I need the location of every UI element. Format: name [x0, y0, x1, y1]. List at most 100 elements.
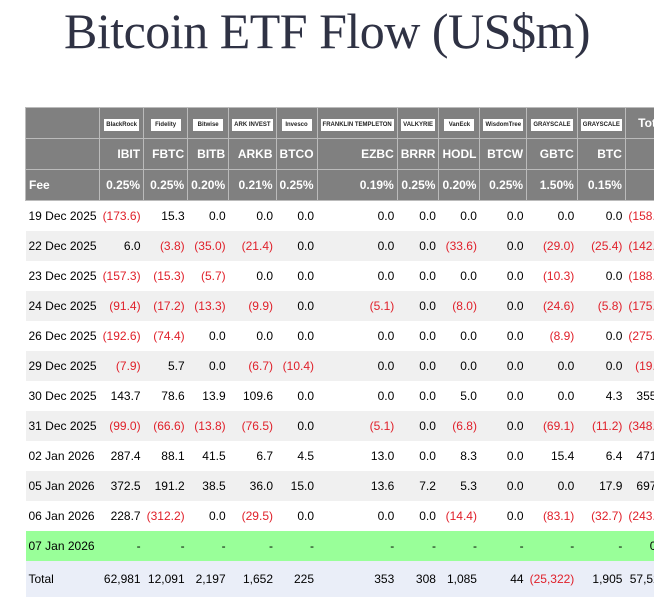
- flow-value: (8.0): [438, 291, 480, 321]
- flow-value: 1,652: [228, 561, 276, 597]
- table-row: 30 Dec 2025 143.7 78.6 13.9 109.6 0.0 0.0 0.0 5.…: [26, 381, 654, 411]
- flow-value: 0.0: [276, 231, 318, 261]
- table-row: 19 Dec 2025 (173.6) 15.3 0.0 0.0 0.0 0.0 0.0 0.0…: [26, 201, 654, 232]
- fee-value: 0.20%: [438, 169, 481, 201]
- flow-value: 0.0: [297, 269, 315, 283]
- flow-value: (35.0): [187, 231, 229, 261]
- table-row: 06 Jan 2026 228.7 (312.2) 0.0 (29.5) 0.0 0.0 0.…: [26, 501, 654, 531]
- flow-value: (15.3): [153, 269, 185, 283]
- flow-value: -: [438, 531, 480, 561]
- flow-value: 0.0: [526, 351, 578, 381]
- etf-flow-table: BlackRock Fidelity Bitwise ARK INVEST Invesc…: [24, 107, 654, 597]
- ticker-header: ARKB: [228, 138, 277, 170]
- flow-value: 0.0: [605, 269, 623, 283]
- fund-logo: GRAYSCALE: [531, 119, 573, 131]
- flow-value: (312.2): [146, 509, 185, 523]
- fee-value: 0.25%: [99, 169, 145, 201]
- flow-value: 0.0: [479, 351, 527, 381]
- flow-value: 1,905: [577, 561, 626, 597]
- flow-value: 0.0: [208, 329, 226, 343]
- flow-value: (10.4): [276, 351, 318, 381]
- flow-value: (3.8): [143, 231, 188, 261]
- flow-value: 17.9: [577, 471, 626, 501]
- flow-value: (91.4): [99, 291, 144, 321]
- flow-value: 0.0: [506, 329, 524, 343]
- flow-value: (74.4): [153, 329, 185, 343]
- flow-value: 7.2: [397, 471, 439, 501]
- row-date: 05 Jan 2026: [25, 471, 100, 501]
- flow-value: -: [397, 531, 439, 561]
- flow-value: 0.0: [605, 329, 623, 343]
- flow-value: (6.8): [438, 411, 480, 441]
- flow-value: 308: [397, 561, 439, 597]
- flow-value: (24.6): [526, 291, 578, 321]
- flow-value: 109.6: [242, 389, 273, 403]
- flow-value: 0.0: [419, 209, 436, 223]
- table-row: 23 Dec 2025 (157.3) (15.3) (5.7) 0.0 0.0 0.0 0.…: [26, 261, 654, 291]
- flow-value: 191.2: [143, 471, 188, 501]
- logo-cell: VALKYRIE: [396, 107, 440, 139]
- flow-value: 0.0: [377, 509, 395, 523]
- flow-value: (173.6): [102, 209, 141, 223]
- flow-value: 0.0: [479, 471, 527, 501]
- flow-value: (25.4): [577, 231, 626, 261]
- flow-value: (83.1): [542, 509, 575, 523]
- flow-value: 0.0: [377, 329, 395, 343]
- flow-value: (9.9): [228, 291, 276, 321]
- flow-value: (157.3): [102, 269, 141, 283]
- flow-value: 5.7: [143, 351, 188, 381]
- row-date: 24 Dec 2025: [25, 291, 100, 321]
- fund-logo: WisdomTree: [483, 119, 524, 131]
- flow-value: 13.9: [202, 389, 226, 403]
- flow-value: 0.0: [506, 389, 524, 403]
- flow-value: -: [143, 531, 188, 561]
- flow-value: 15.3: [161, 209, 185, 223]
- row-date: 06 Jan 2026: [28, 509, 95, 523]
- flow-value: (348.1): [625, 411, 654, 441]
- flow-value: 353: [317, 561, 398, 597]
- total-header: Total: [624, 107, 654, 139]
- logo-row: BlackRock Fidelity Bitwise ARK INVEST Invesc…: [24, 107, 654, 139]
- ticker-header: BRRR: [396, 138, 440, 170]
- flow-value: (21.4): [228, 231, 276, 261]
- flow-value: -: [228, 531, 276, 561]
- flow-value: 0.0: [625, 531, 654, 561]
- flow-value: 0.0: [479, 411, 527, 441]
- flow-value: 143.7: [110, 389, 141, 403]
- flow-value: -: [479, 531, 527, 561]
- flow-value: 0.0: [256, 209, 273, 223]
- flow-value: 38.5: [187, 471, 229, 501]
- fund-logo: GRAYSCALE: [580, 119, 622, 131]
- flow-value: (25,322): [526, 561, 578, 597]
- fund-logo: Invesco: [281, 119, 312, 131]
- flow-value: -: [99, 531, 144, 561]
- ticker-header: IBIT: [99, 138, 145, 170]
- fund-logo: BlackRock: [104, 119, 139, 131]
- flow-value: 5.0: [460, 389, 477, 403]
- flow-value: 0.0: [605, 209, 623, 223]
- flow-value: 225: [276, 561, 318, 597]
- row-date: 29 Dec 2025: [25, 351, 100, 381]
- flow-value: (99.0): [99, 411, 144, 441]
- flow-value: 0.0: [460, 329, 477, 343]
- logo-cell: VanEck: [438, 107, 481, 139]
- flow-value: 8.3: [460, 449, 477, 463]
- flow-value: (6.7): [228, 351, 276, 381]
- flow-value: 0.0: [256, 269, 273, 283]
- fund-logo: ARK INVEST: [232, 119, 273, 131]
- flow-value: 0.0: [557, 209, 575, 223]
- flow-value: (29.0): [526, 231, 578, 261]
- flow-value: 44: [479, 561, 527, 597]
- flow-value: 0.0: [557, 389, 575, 403]
- page-title: Bitcoin ETF Flow (US$m): [63, 3, 591, 59]
- fund-logo: Fidelity: [150, 119, 181, 131]
- flow-value: 0.0: [460, 269, 477, 283]
- flow-value: 0.0: [506, 449, 524, 463]
- flow-value: 6.0: [99, 231, 144, 261]
- flow-value: 0.0: [419, 329, 436, 343]
- flow-value: -: [276, 531, 318, 561]
- flow-value: 57,520: [625, 561, 654, 597]
- flow-value: (5.1): [317, 411, 398, 441]
- fee-row: Fee 0.25% 0.25% 0.20% 0.21% 0.25% 0.19% 0.25% 0.…: [24, 169, 654, 201]
- ticker-header: HODL: [438, 138, 481, 170]
